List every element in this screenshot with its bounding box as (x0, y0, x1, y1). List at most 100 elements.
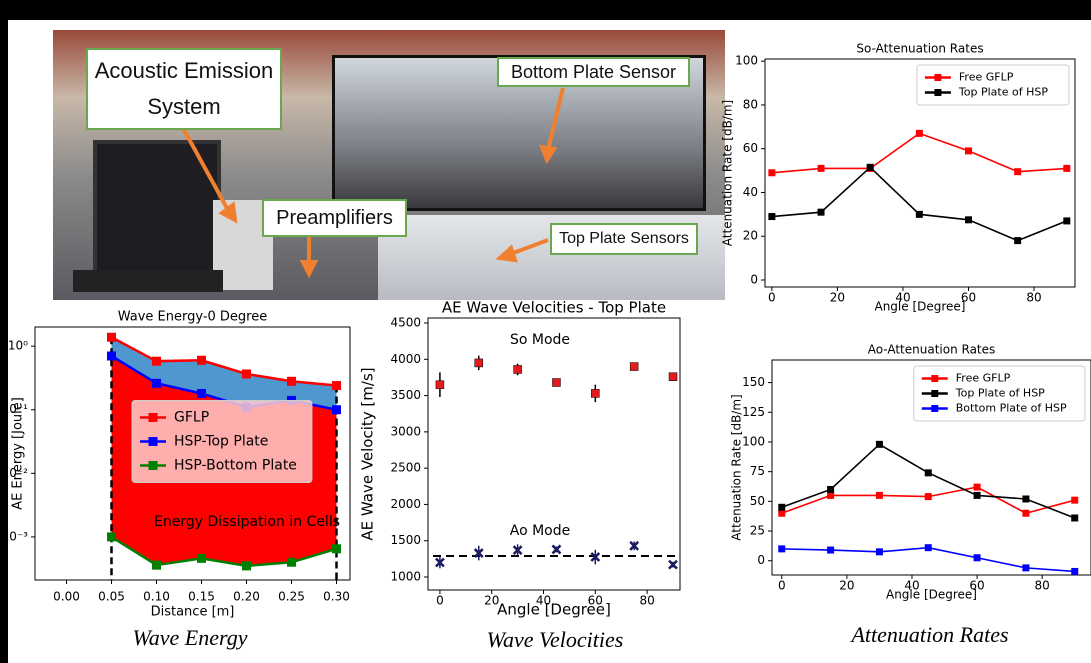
legend-marker (934, 89, 941, 96)
y-tick-label: 2500 (390, 461, 421, 475)
marker (827, 547, 834, 554)
legend-label: Free GFLP (956, 372, 1011, 385)
marker (974, 484, 981, 491)
y-tick-label: 100 (735, 54, 758, 68)
marker (107, 532, 116, 541)
x-tick-label: 0.25 (278, 590, 305, 604)
chart-title: So-Attenuation Rates (856, 42, 983, 56)
y-axis-label: AE Wave Velocity [m/s] (359, 367, 377, 540)
legend-marker (149, 461, 158, 470)
y-tick-label: 50 (750, 494, 765, 508)
marker (514, 365, 522, 373)
x-tick-label: 0.30 (323, 590, 350, 604)
marker (107, 351, 116, 360)
marker (152, 561, 161, 570)
y-tick-label: 125 (742, 405, 765, 419)
y-tick-label: 10⁰ (8, 339, 28, 353)
y-tick-label: 75 (750, 464, 765, 478)
marker (965, 147, 972, 154)
y-tick-label: 4500 (390, 316, 421, 330)
x-axis-label: Distance [m] (151, 605, 235, 620)
marker (768, 169, 775, 176)
marker (630, 363, 638, 371)
x-tick-label: 60 (969, 579, 984, 593)
line (772, 167, 1067, 240)
y-tick-label: 60 (743, 141, 758, 155)
marker (778, 504, 785, 511)
y-tick-label: 150 (742, 375, 765, 389)
marker (1022, 510, 1029, 517)
marker (242, 561, 251, 570)
marker (778, 545, 785, 552)
x-tick-label: 20 (839, 579, 854, 593)
marker (197, 389, 206, 398)
chart-title: Wave Energy-0 Degree (118, 310, 268, 325)
x-axis-label: Angle [Degree] (874, 300, 965, 314)
marker (925, 469, 932, 476)
x-tick-label: 60 (961, 291, 976, 305)
charts: Wave Energy Wave Velocities Attenuation … (0, 0, 1091, 663)
marker (332, 381, 341, 390)
annotation: So Mode (510, 332, 570, 348)
legend-label: HSP-Top Plate (174, 434, 268, 450)
legend-marker (934, 74, 941, 81)
x-tick-label: 40 (904, 579, 919, 593)
marker (916, 211, 923, 218)
y-tick-label: 1000 (390, 570, 421, 584)
caption: Wave Energy (132, 625, 247, 650)
marker (916, 130, 923, 137)
marker (287, 558, 296, 567)
marker (1071, 514, 1078, 521)
y-tick-label: 80 (743, 97, 758, 111)
x-tick-label: 0.10 (143, 590, 170, 604)
y-tick-label: 10⁻² (2, 466, 29, 480)
x-tick-label: 0 (436, 594, 444, 608)
y-tick-label: 2000 (390, 497, 421, 511)
x-tick-label: 20 (830, 291, 845, 305)
y-tick-label: 20 (743, 229, 758, 243)
marker (197, 554, 206, 563)
y-tick-label: 1500 (390, 533, 421, 547)
line (772, 133, 1067, 172)
y-tick-label: 10⁻¹ (2, 402, 29, 416)
legend-marker (931, 405, 938, 412)
marker (1014, 168, 1021, 175)
marker (332, 405, 341, 414)
x-tick-label: 80 (1035, 579, 1050, 593)
marker (552, 379, 560, 387)
marker (1063, 217, 1070, 224)
y-tick-label: 3500 (390, 388, 421, 402)
marker (152, 379, 161, 388)
caption: Wave Velocities (487, 627, 624, 652)
y-axis-label: Attenuation Rate [dB/m] (721, 100, 735, 246)
legend-label: Free GFLP (959, 71, 1014, 84)
x-tick-label: 40 (895, 291, 910, 305)
x-tick-label: 0.05 (98, 590, 125, 604)
y-tick-label: 0 (750, 272, 758, 286)
marker (876, 492, 883, 499)
marker (197, 356, 206, 365)
marker (669, 373, 677, 381)
legend-marker (149, 437, 158, 446)
marker (768, 213, 775, 220)
x-tick-label: 0 (778, 579, 786, 593)
marker (1022, 495, 1029, 502)
legend-label: Top Plate of HSP (958, 86, 1048, 99)
x-tick-label: 80 (639, 594, 654, 608)
y-tick-label: 25 (750, 524, 765, 538)
marker (287, 377, 296, 386)
x-tick-label: 80 (1026, 291, 1041, 305)
marker (332, 544, 341, 553)
marker (876, 548, 883, 555)
legend-label: HSP-Bottom Plate (174, 458, 297, 474)
x-axis-label: Angle [Degree] (886, 588, 977, 602)
x-tick-label: 20 (484, 594, 499, 608)
marker (475, 359, 483, 367)
marker (242, 369, 251, 378)
plot-frame (428, 318, 680, 590)
marker (1071, 497, 1078, 504)
marker (1071, 568, 1078, 575)
y-tick-label: 3000 (390, 424, 421, 438)
legend-marker (931, 390, 938, 397)
